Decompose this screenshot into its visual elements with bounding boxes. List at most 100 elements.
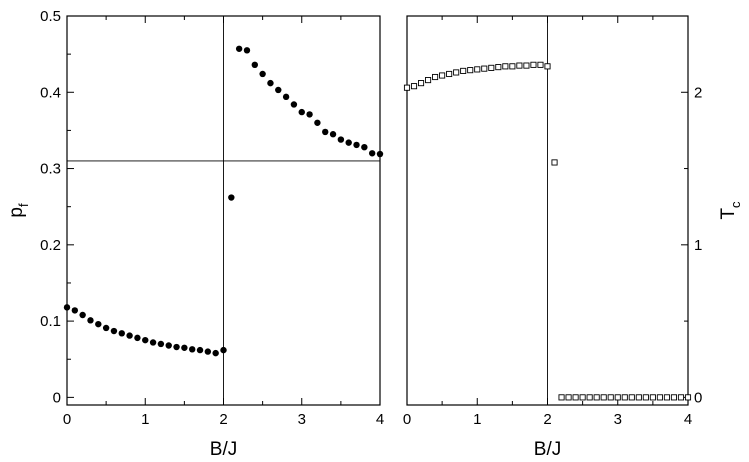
right-data-point (663, 394, 670, 401)
left-data-point (376, 150, 384, 158)
right-y-axis-title-subscript: c (728, 201, 743, 208)
right-data-point (635, 394, 642, 401)
right-data-point (621, 394, 628, 401)
right-data-point (523, 62, 530, 69)
right-data-point (403, 84, 411, 91)
right-data-point (425, 77, 432, 84)
left-data-point (243, 47, 251, 54)
right-data-point (544, 63, 551, 70)
right-data-point (439, 72, 446, 79)
right-data-point (418, 80, 425, 87)
left-data-point (165, 342, 172, 349)
right-data-point (614, 394, 621, 401)
left-data-point (235, 45, 243, 52)
right-data-point (474, 66, 481, 73)
left-x-tick-label: 3 (298, 411, 306, 428)
right-y-tick-label: 1 (694, 237, 702, 254)
left-data-point (361, 143, 368, 151)
right-x-tick-label: 4 (684, 411, 692, 428)
right-data-point (502, 63, 509, 70)
left-y-tick-label: 0.3 (40, 161, 61, 178)
right-data-point (628, 394, 635, 401)
right-data-point (600, 394, 607, 401)
left-data-point (353, 141, 360, 149)
right-data-point (453, 69, 460, 76)
left-y-tick-label: 0.5 (40, 8, 61, 25)
right-data-point (677, 394, 685, 401)
left-data-point (118, 330, 125, 337)
right-data-point (509, 63, 516, 70)
left-data-point (306, 111, 313, 118)
left-data-point (149, 339, 157, 346)
left-data-point (322, 128, 329, 136)
right-data-point (670, 394, 677, 401)
right-data-point (586, 394, 593, 401)
right-x-axis-title: B/J (534, 439, 561, 460)
left-y-tick-label: 0.2 (40, 237, 61, 254)
right-data-point (565, 394, 572, 401)
right-data-point (642, 394, 649, 401)
left-y-tick-label: 0 (53, 389, 61, 406)
right-data-point (446, 70, 453, 78)
left-data-point (126, 332, 133, 339)
left-y-axis-title-main: p (6, 207, 27, 218)
left-data-point (368, 150, 376, 157)
right-y-axis-title-main: T (718, 208, 739, 220)
right-x-tick-label: 1 (473, 411, 481, 428)
right-data-point (481, 65, 488, 72)
left-data-point (87, 317, 94, 324)
right-data-point (460, 67, 467, 74)
left-data-point (173, 343, 180, 351)
right-data-point (558, 394, 565, 401)
left-data-point (345, 139, 352, 146)
left-x-tick-label: 1 (141, 411, 149, 428)
right-x-tick-label: 2 (543, 411, 551, 428)
right-data-point (488, 64, 495, 71)
left-data-point (329, 131, 337, 138)
right-x-tick-label: 0 (403, 411, 411, 428)
left-data-point (290, 101, 298, 108)
right-data-point (593, 394, 600, 401)
left-y-axis-title: pf (6, 203, 31, 218)
left-y-axis-title-subscript: f (16, 203, 31, 207)
right-y-axis-title: Tc (718, 201, 743, 220)
left-x-tick-label: 0 (63, 411, 71, 428)
right-data-point (579, 394, 586, 401)
left-data-point (337, 136, 345, 143)
left-data-point (275, 86, 282, 94)
right-data-point (432, 73, 439, 81)
left-data-point (110, 327, 118, 335)
right-data-point (495, 64, 502, 71)
left-data-point (251, 61, 258, 69)
right-data-point (607, 394, 614, 401)
right-data-point (649, 394, 656, 401)
left-panel-pf: 0 1 2 3 4 0 0.1 0.2 0.3 0.4 0.5 B/J pf (6, 8, 384, 460)
left-data-point (212, 349, 219, 357)
left-data-point (189, 346, 196, 353)
left-data-point (181, 344, 188, 351)
right-data-point (551, 159, 558, 166)
left-data-point (71, 307, 79, 314)
left-data-point (298, 108, 305, 116)
right-data-point (410, 83, 418, 90)
left-data-point (134, 334, 141, 342)
left-data-point (63, 304, 71, 311)
left-data-point (204, 348, 212, 355)
right-data-point (516, 62, 523, 69)
left-data-point (259, 70, 266, 78)
left-data-point (95, 320, 102, 328)
left-y-tick-label: 0.4 (40, 84, 61, 101)
right-y-tick-label: 2 (694, 84, 702, 101)
right-data-point (656, 394, 663, 401)
left-x-tick-label: 4 (376, 411, 384, 428)
left-data-point (196, 346, 204, 354)
left-data-point (267, 79, 274, 87)
right-x-tick-label: 3 (614, 411, 622, 428)
left-data-point (79, 311, 86, 319)
left-data-point (102, 324, 110, 332)
left-data-point (228, 194, 235, 201)
left-data-point (142, 336, 149, 344)
left-data-point (282, 93, 290, 101)
